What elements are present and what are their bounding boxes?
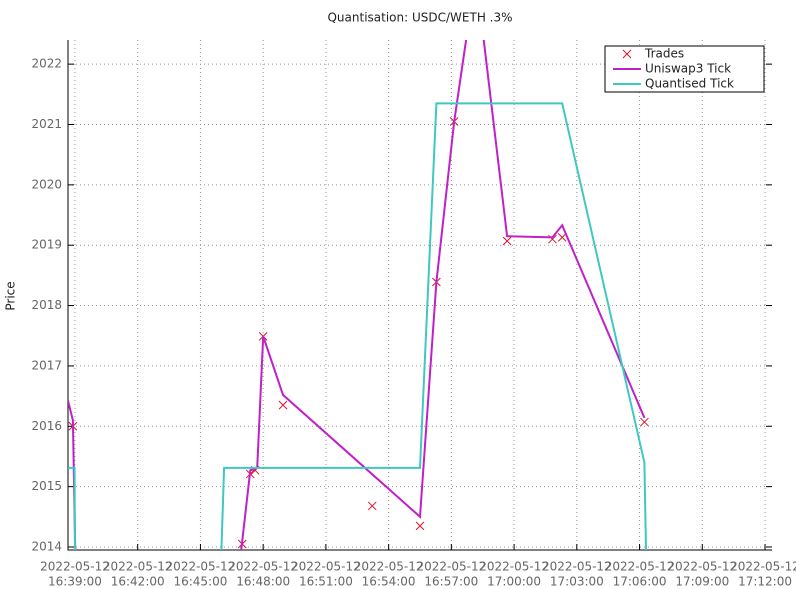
- axis: [67, 40, 772, 551]
- x-tick-label: 17:06:00: [613, 575, 667, 589]
- x-tick-label: 17:09:00: [675, 575, 729, 589]
- trade-marker: [278, 400, 288, 410]
- x-tick-label: 16:45:00: [173, 575, 227, 589]
- x-tick-label: 2022-05-12: [291, 560, 361, 574]
- x-tick-label: 17:00:00: [487, 575, 541, 589]
- series-line: [68, 40, 646, 550]
- y-tick-label: 2019: [31, 238, 62, 252]
- y-tick-label: 2020: [31, 177, 62, 191]
- y-tick-label: 2018: [31, 298, 62, 312]
- x-tick-label: 2022-05-12: [730, 560, 796, 574]
- trade-marker: [557, 233, 567, 242]
- series-line: [68, 102, 648, 550]
- x-tick-label: 2022-05-12: [667, 560, 737, 574]
- trade-marker: [640, 417, 649, 427]
- trade-marker: [502, 236, 512, 246]
- trade-marker: [415, 521, 425, 531]
- x-tick-label: 16:54:00: [362, 575, 416, 589]
- plot-area: [68, 40, 649, 550]
- x-tick-label: 16:51:00: [299, 575, 353, 589]
- x-tick-label: 2022-05-12: [479, 560, 549, 574]
- y-tick-label: 2017: [31, 358, 62, 372]
- legend-label: Trades: [644, 47, 684, 61]
- x-tick-label: 2022-05-12: [354, 560, 424, 574]
- x-tick-label: 16:42:00: [111, 575, 165, 589]
- y-tick-label: 2022: [31, 57, 62, 71]
- legend-swatch: [622, 49, 632, 59]
- y-tick-label: 2021: [31, 117, 62, 131]
- trade-marker: [367, 501, 377, 511]
- x-tick-label: 16:57:00: [424, 575, 478, 589]
- x-tick-label: 17:12:00: [738, 575, 792, 589]
- x-tick-label: 2022-05-12: [103, 560, 173, 574]
- y-tick-label: 2015: [31, 479, 62, 493]
- x-tick-label: 2022-05-12: [166, 560, 236, 574]
- y-tick-label: 2014: [31, 539, 62, 553]
- y-axis-label: Price: [4, 281, 18, 310]
- x-tick-label: 2022-05-12: [605, 560, 675, 574]
- legend-label: Uniswap3 Tick: [645, 62, 731, 76]
- x-tick-label: 17:03:00: [550, 575, 604, 589]
- x-tick-label: 16:39:00: [48, 575, 102, 589]
- x-tick-label: 2022-05-12: [40, 560, 110, 574]
- y-tick-label: 2016: [31, 419, 62, 433]
- x-tick-label: 2022-05-12: [228, 560, 298, 574]
- x-tick-label: 2022-05-12: [542, 560, 612, 574]
- x-tick-label: 16:48:00: [236, 575, 290, 589]
- chart-title: Quantisation: USDC/WETH .3%: [327, 11, 512, 25]
- x-tick-label: 2022-05-12: [416, 560, 486, 574]
- legend-label: Quantised Tick: [645, 77, 734, 91]
